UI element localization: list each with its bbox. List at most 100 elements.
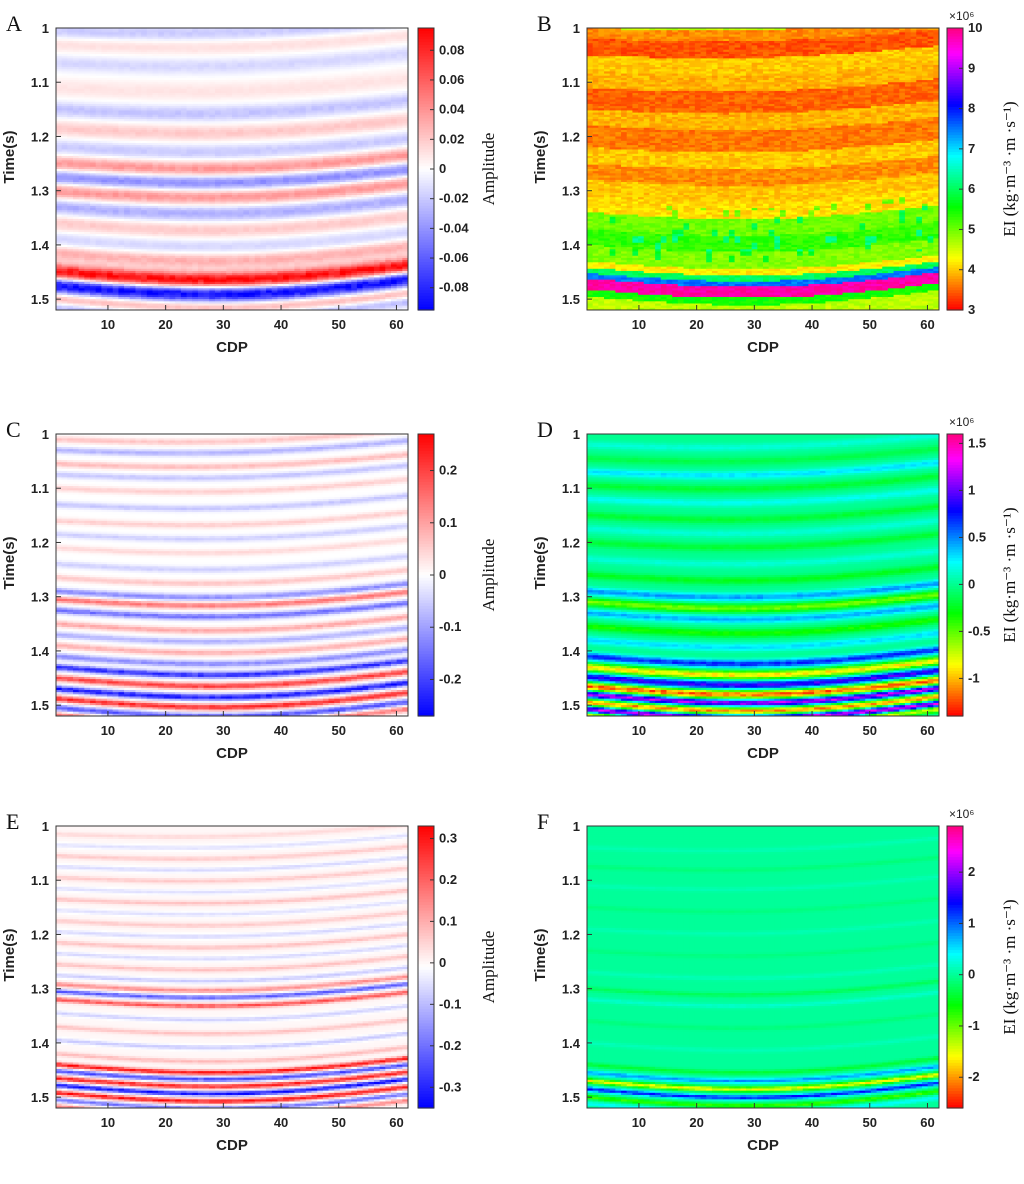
heat-cell [118,58,125,62]
heat-cell [197,32,205,36]
heat-cell [243,247,250,250]
heat-cell [232,244,239,248]
heat-cell [226,166,233,170]
heat-cell [84,54,91,57]
heat-cell [61,179,68,183]
heat-cell [158,257,165,261]
heat-cell [135,277,142,281]
heat-cell [90,266,97,270]
heat-cell [220,56,227,59]
heat-cell [124,286,131,289]
heat-cell [152,149,159,153]
heat-cell [107,303,114,307]
heat-cell [56,41,63,44]
heat-cell [209,162,216,166]
heat-cell [158,199,165,203]
heat-cell [254,127,261,131]
heat-cell [169,62,176,66]
heat-cell [118,149,125,153]
heat-cell [260,84,267,88]
heat-cell [129,158,137,161]
heat-cell [260,125,267,129]
heat-cell [84,268,91,272]
heat-cell [243,45,250,49]
heat-cell [163,223,171,226]
heat-cell [73,88,80,92]
heat-cell [237,223,244,226]
heat-cell [254,242,261,246]
heat-cell [214,292,222,296]
heat-cell [186,47,193,51]
heat-cell [260,294,267,298]
heat-cell [186,51,193,55]
heat-cell [203,86,210,90]
heat-cell [192,236,199,240]
heat-cell [243,138,250,142]
heat-cell [84,32,91,36]
heat-cell [254,190,261,194]
heat-cell [163,229,171,233]
heat-cell [90,101,97,105]
heat-cell [107,221,114,224]
heat-cell [175,305,182,309]
heat-cell [78,192,85,196]
heat-cell [266,208,273,211]
heat-cell [203,62,210,66]
heat-cell [169,64,176,68]
heat-cell [107,101,114,105]
heat-cell [84,186,91,190]
heat-cell [101,229,108,233]
heat-cell [135,227,142,231]
heat-cell [90,236,97,240]
heat-cell [260,179,267,183]
heat-cell [192,136,199,140]
heat-cell [67,101,74,105]
heat-cell [107,95,114,99]
heat-cell [260,43,267,46]
heat-cell [67,32,74,36]
heat-cell [141,132,148,135]
heat-cell [214,75,222,79]
heat-cell [67,210,74,213]
heat-cell [73,173,80,177]
heat-cell [95,93,103,96]
heat-cell [254,182,261,185]
heat-cell [186,142,193,146]
heat-cell [73,281,80,285]
heat-cell [209,231,216,235]
heat-cell [169,262,176,266]
heat-cell [56,123,63,127]
heat-cell [141,147,148,151]
heat-cell [243,307,250,310]
heat-cell [232,249,239,253]
heat-cell [124,127,131,131]
heat-cell [101,69,108,72]
heat-cell [237,80,244,83]
heat-cell [186,218,193,222]
heat-cell [226,201,233,205]
heat-cell [180,294,188,298]
heat-cell [101,136,108,140]
heat-cell [209,275,216,279]
heat-cell [56,188,63,192]
heat-cell [243,182,250,185]
heat-cell [78,290,85,294]
heat-cell [232,80,239,83]
heat-cell [220,77,227,81]
heat-cell [61,158,68,161]
heat-cell [101,184,108,187]
heat-cell [220,223,227,226]
heat-cell [243,125,250,129]
heat-cell [175,251,182,255]
heat-cell [61,69,68,72]
heat-cell [141,51,148,55]
heat-cell [67,307,74,310]
heat-cell [203,64,210,68]
heat-cell [169,275,176,279]
heat-cell [243,60,250,64]
heat-cell [203,244,210,248]
heat-cell [146,216,154,220]
heat-cell [95,299,103,302]
heat-cell [112,82,120,85]
heat-cell [169,205,176,209]
